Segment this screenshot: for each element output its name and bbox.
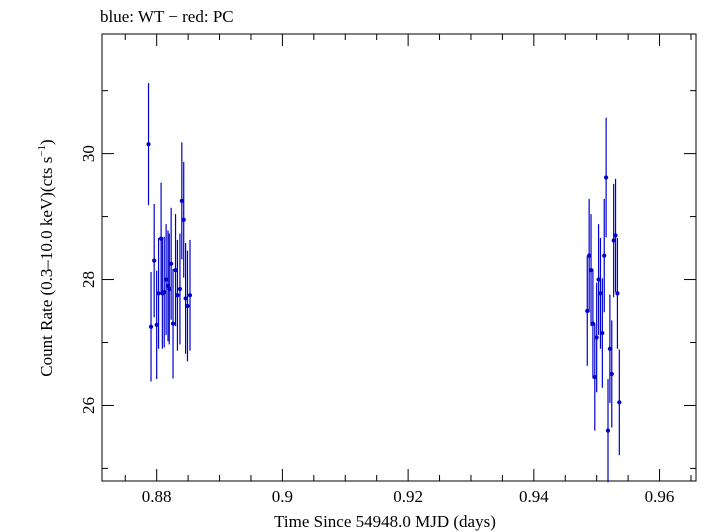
- y-axis-label-main: Count Rate (0.3–10.0 keV)(cts s: [37, 157, 56, 377]
- data-points: [146, 83, 622, 483]
- y-axis-label-close: ): [37, 139, 56, 145]
- data-point: [592, 375, 597, 380]
- data-point: [152, 258, 157, 263]
- data-point: [169, 261, 174, 266]
- data-point: [611, 238, 616, 243]
- data-point: [600, 330, 605, 336]
- axis-tick-labels: 0.88 0.9 0.92 0.94 0.96 26 28 30: [79, 145, 674, 506]
- x-axis-label: Time Since 54948.0 MJD (days): [274, 512, 496, 531]
- data-point: [590, 321, 596, 326]
- data-point: [175, 293, 180, 298]
- data-point: [594, 335, 599, 340]
- data-point: [183, 296, 188, 301]
- data-point: [164, 277, 169, 282]
- x-tick-label: 0.92: [393, 487, 423, 506]
- y-tick-label: 26: [79, 397, 98, 414]
- x-tick-label: 0.94: [519, 487, 549, 506]
- axis-ticks: [102, 34, 696, 481]
- data-point: [146, 142, 151, 147]
- data-point: [173, 267, 178, 273]
- y-axis-label: Count Rate (0.3–10.0 keV)(cts s−1): [36, 139, 56, 376]
- data-point: [596, 277, 601, 282]
- data-point: [167, 286, 172, 292]
- data-point: [181, 217, 186, 222]
- y-tick-label: 28: [79, 271, 98, 288]
- x-tick-label: 0.88: [142, 487, 172, 506]
- data-point: [605, 428, 611, 433]
- data-point: [587, 253, 592, 258]
- plot-frame: [101, 33, 697, 482]
- data-point: [598, 291, 603, 296]
- data-point: [177, 286, 183, 292]
- data-point: [170, 321, 176, 326]
- data-point: [613, 233, 618, 238]
- y-tick-label: 30: [79, 145, 98, 162]
- data-point: [607, 346, 612, 351]
- data-point: [602, 253, 607, 258]
- data-point: [588, 267, 594, 273]
- x-tick-label: 0.9: [272, 487, 293, 506]
- data-point: [615, 291, 620, 296]
- y-axis-label-sup: −1: [36, 145, 48, 157]
- data-point: [609, 371, 614, 377]
- data-point: [162, 290, 167, 295]
- data-point: [185, 303, 190, 309]
- data-point: [179, 198, 184, 203]
- x-tick-label: 0.96: [645, 487, 675, 506]
- data-point: [187, 293, 193, 298]
- data-point: [154, 322, 159, 327]
- data-point: [585, 308, 590, 314]
- data-point: [148, 324, 154, 329]
- data-point: [604, 175, 609, 180]
- data-point: [617, 400, 622, 405]
- data-point: [156, 291, 161, 296]
- chart-title: blue: WT − red: PC: [100, 7, 234, 26]
